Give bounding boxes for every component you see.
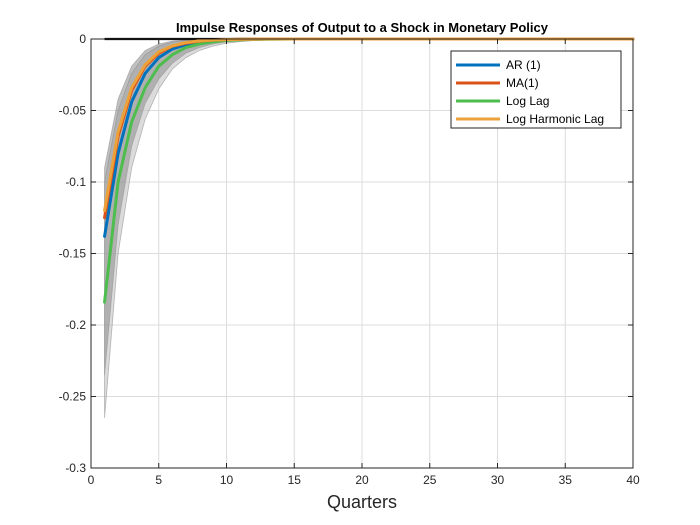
- x-tick-label: 5: [155, 473, 162, 487]
- x-tick-label: 35: [559, 473, 573, 487]
- y-tick-label: -0.1: [65, 175, 86, 189]
- y-tick-label: -0.15: [59, 247, 87, 261]
- x-tick-label: 25: [423, 473, 437, 487]
- legend-entry: Log Harmonic Lag: [506, 112, 604, 126]
- legend-entry: MA(1): [506, 76, 539, 90]
- x-tick-label: 0: [88, 473, 95, 487]
- x-tick-label: 10: [220, 473, 234, 487]
- x-tick-label: 15: [288, 473, 302, 487]
- x-tick-label: 30: [491, 473, 505, 487]
- x-axis-ticks: 0 5 10 15 20 25 30 35 40: [88, 39, 640, 487]
- x-tick-label: 40: [626, 473, 640, 487]
- y-tick-label: -0.05: [59, 104, 87, 118]
- chart-title: Impulse Responses of Output to a Shock i…: [176, 20, 549, 35]
- y-tick-label: -0.2: [65, 318, 86, 332]
- y-axis-ticks: 0 -0.05 -0.1 -0.15 -0.2 -0.25 -0.3: [59, 32, 633, 475]
- legend-entry: Log Lag: [506, 94, 549, 108]
- y-tick-label: -0.3: [65, 461, 86, 475]
- legend-entry: AR (1): [506, 58, 541, 72]
- y-tick-label: 0: [79, 32, 86, 46]
- x-tick-label: 20: [355, 473, 369, 487]
- y-tick-label: -0.25: [59, 390, 87, 404]
- legend: AR (1) MA(1) Log Lag Log Harmonic Lag: [450, 50, 622, 129]
- x-axis-label: Quarters: [327, 492, 397, 512]
